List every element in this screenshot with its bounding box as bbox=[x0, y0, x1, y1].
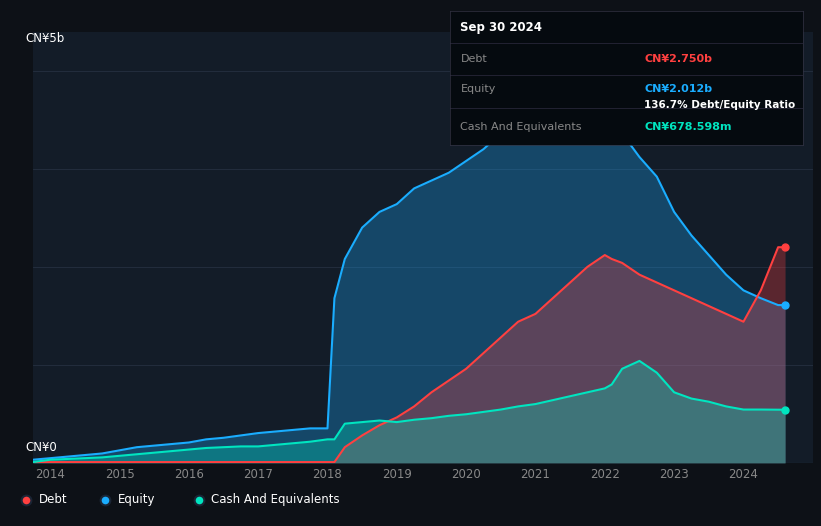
Text: CN¥2.012b: CN¥2.012b bbox=[644, 84, 712, 94]
Text: CN¥5b: CN¥5b bbox=[25, 32, 64, 45]
Text: Equity: Equity bbox=[461, 84, 496, 94]
Text: 136.7% Debt/Equity Ratio: 136.7% Debt/Equity Ratio bbox=[644, 100, 796, 110]
Text: Cash And Equivalents: Cash And Equivalents bbox=[461, 122, 582, 132]
Text: CN¥678.598m: CN¥678.598m bbox=[644, 122, 732, 132]
Text: Debt: Debt bbox=[39, 493, 67, 506]
Text: Sep 30 2024: Sep 30 2024 bbox=[461, 21, 543, 34]
Text: Cash And Equivalents: Cash And Equivalents bbox=[211, 493, 340, 506]
Text: CN¥2.750b: CN¥2.750b bbox=[644, 55, 712, 65]
Text: Debt: Debt bbox=[461, 55, 487, 65]
Text: CN¥0: CN¥0 bbox=[25, 441, 57, 454]
Text: Equity: Equity bbox=[117, 493, 155, 506]
